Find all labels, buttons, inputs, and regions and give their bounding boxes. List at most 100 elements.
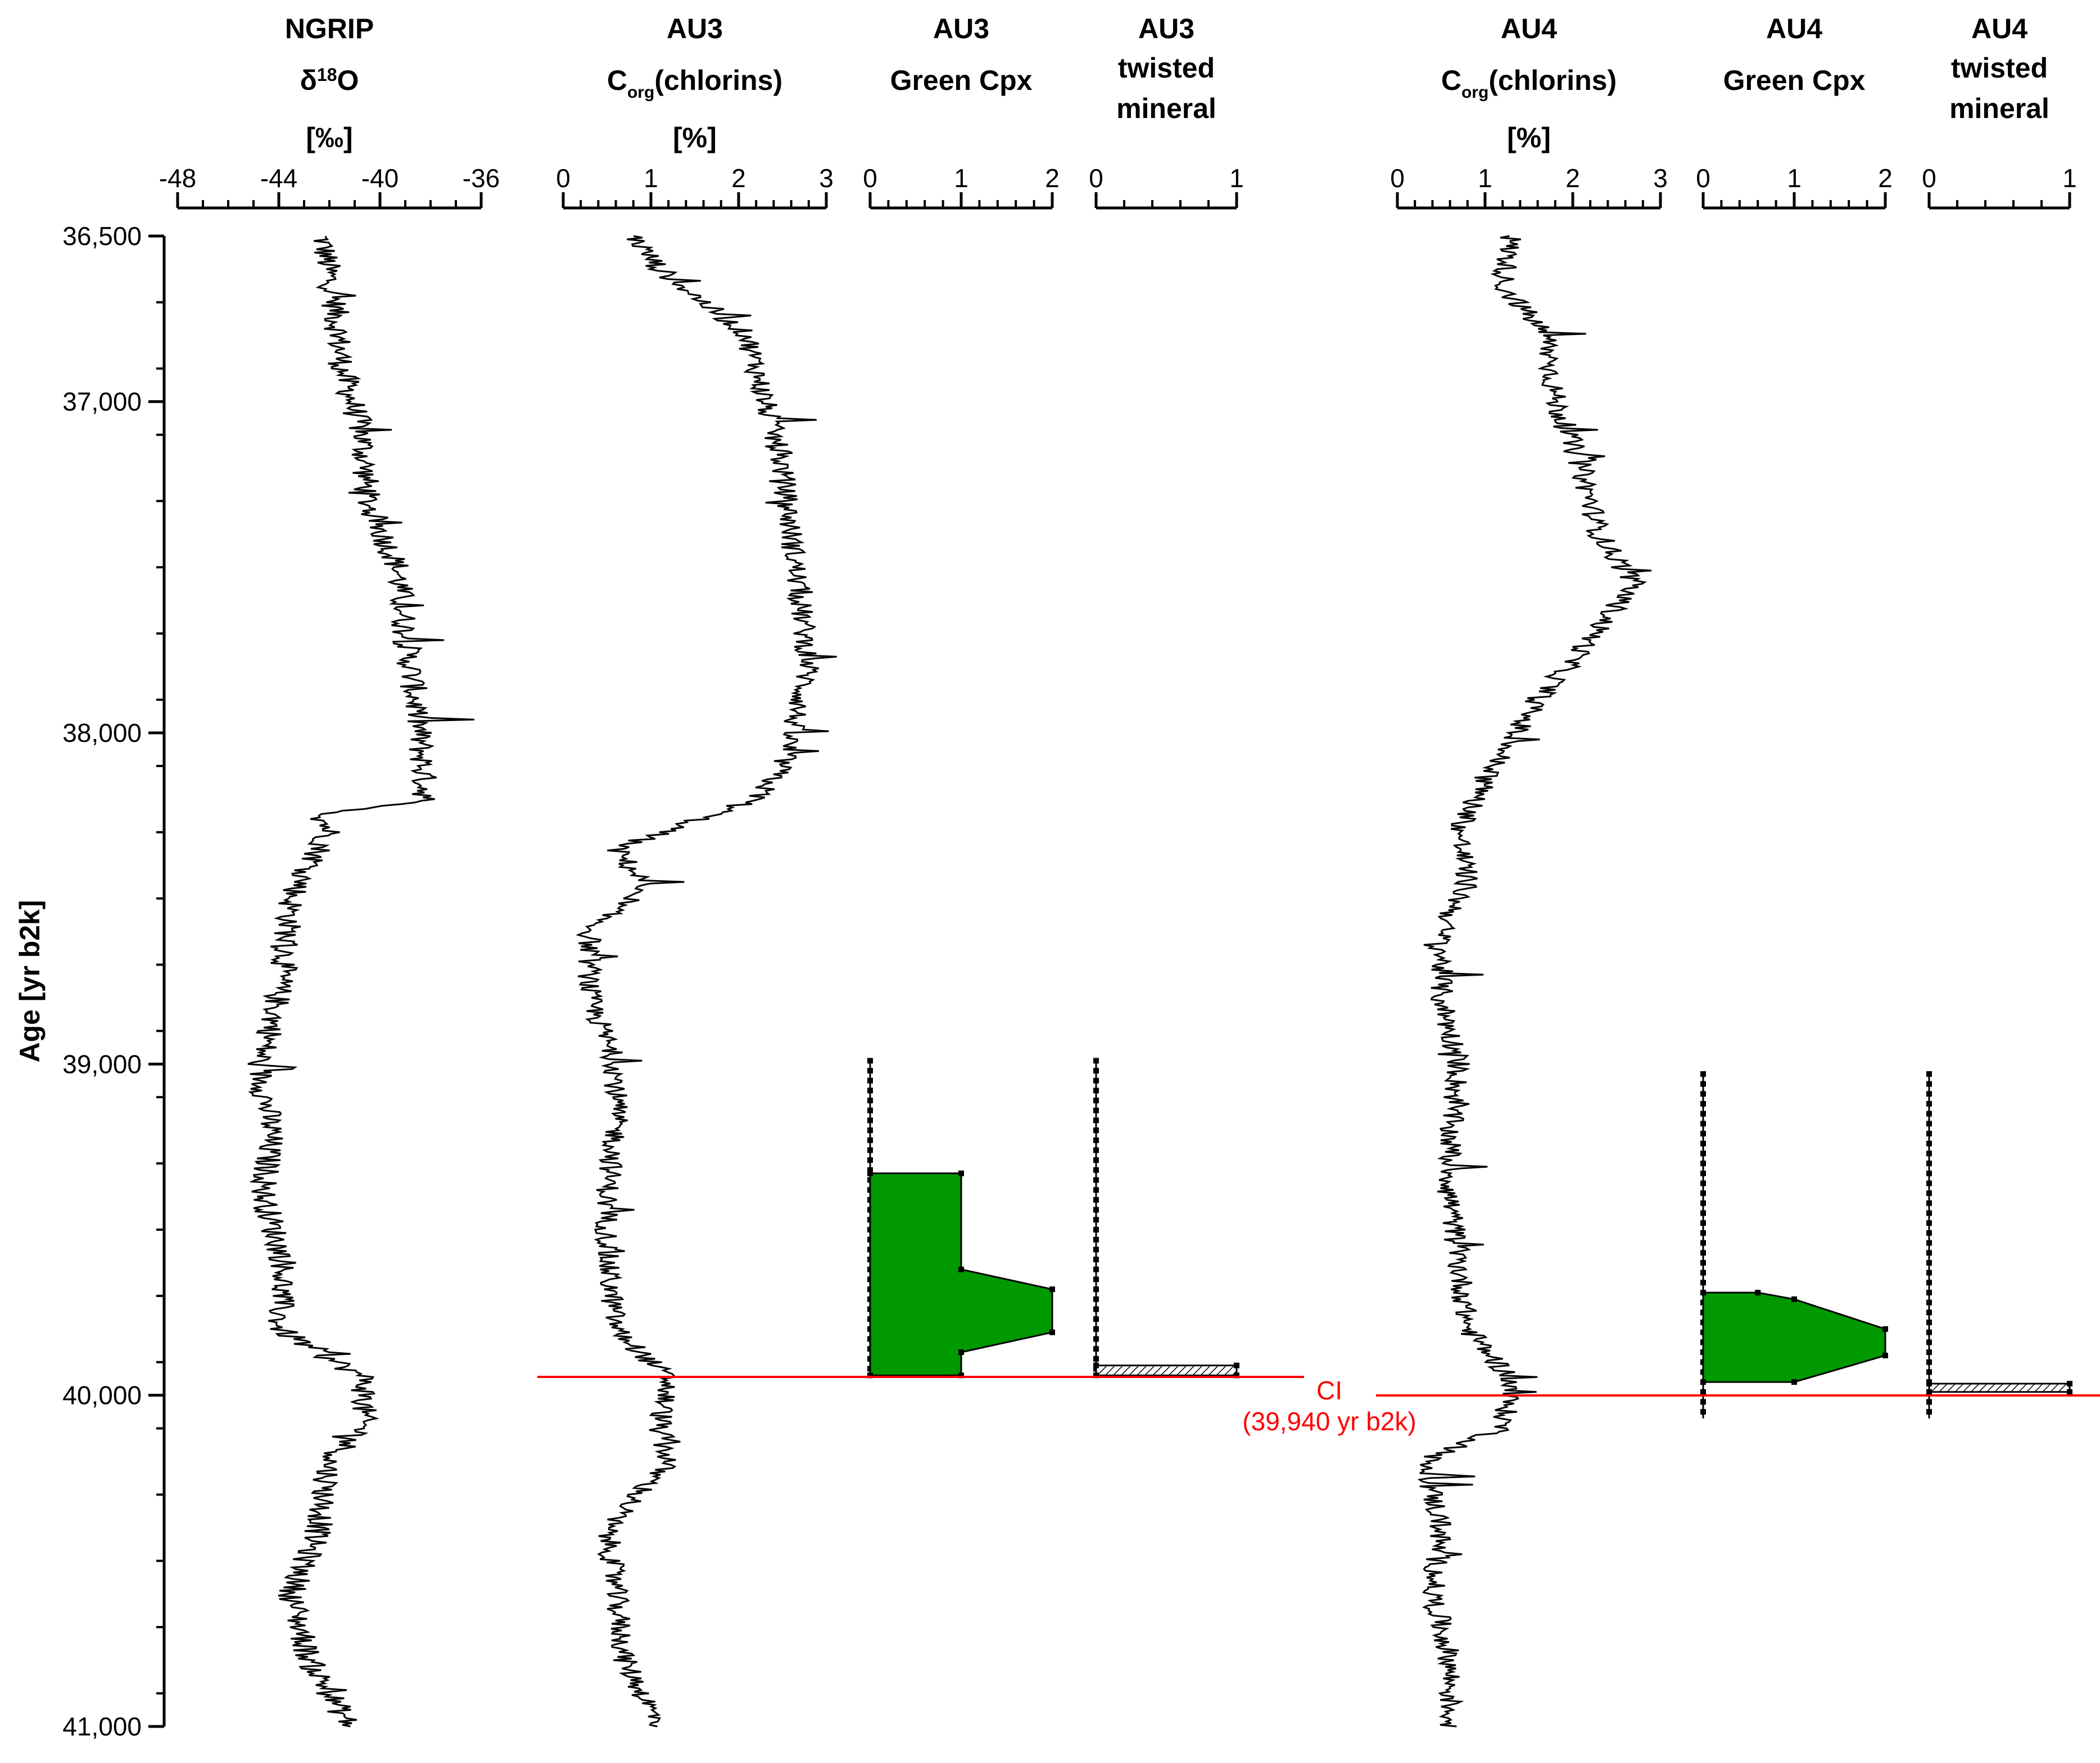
series-line bbox=[1417, 235, 1652, 1728]
sample-marker bbox=[1700, 1230, 1706, 1236]
sample-marker bbox=[1093, 1286, 1099, 1293]
area-vertex bbox=[1791, 1379, 1797, 1385]
sample-marker bbox=[1700, 1150, 1706, 1157]
sample-marker bbox=[1700, 1121, 1706, 1127]
sample-marker bbox=[867, 1167, 873, 1173]
track-au3-twisted-mineral: AU3 twisted mineral 0 1 bbox=[1089, 13, 1244, 1379]
x-tick-label: 0 bbox=[1922, 164, 1936, 193]
area-vertex bbox=[1234, 1362, 1239, 1368]
sample-marker bbox=[1700, 1240, 1706, 1246]
sample-marker bbox=[1093, 1197, 1099, 1203]
area-fill bbox=[1095, 1365, 1238, 1376]
sample-marker bbox=[1926, 1270, 1932, 1276]
x-tick-label: -44 bbox=[260, 164, 297, 193]
area-vertex bbox=[1882, 1326, 1888, 1332]
x-tick-label: 2 bbox=[1045, 164, 1060, 193]
track-header-line: AU3 bbox=[933, 13, 989, 44]
y-tick-label: 39,000 bbox=[62, 1049, 142, 1078]
sample-marker bbox=[1093, 1157, 1099, 1163]
sample-marker bbox=[1093, 1107, 1099, 1113]
sample-marker bbox=[1700, 1091, 1706, 1097]
y-tick-label: 41,000 bbox=[62, 1712, 142, 1741]
ci-label: CI bbox=[1316, 1376, 1342, 1405]
y-tick-label: 38,000 bbox=[62, 718, 142, 747]
sample-marker bbox=[1926, 1309, 1932, 1316]
sample-marker bbox=[867, 1157, 873, 1163]
track-au3-chlorins: AU3 Corg(chlorins) [%] 0 1 2 3 bbox=[556, 13, 837, 1728]
sample-marker bbox=[1926, 1339, 1932, 1345]
track-header-line: [%] bbox=[1507, 122, 1551, 153]
sample-marker bbox=[1926, 1299, 1932, 1306]
sample-marker bbox=[1926, 1220, 1932, 1226]
x-tick-label: 3 bbox=[1653, 164, 1668, 193]
sample-marker bbox=[1093, 1147, 1099, 1153]
sample-marker bbox=[1700, 1220, 1706, 1226]
series-line bbox=[576, 235, 837, 1728]
sample-marker bbox=[1926, 1289, 1932, 1295]
x-tick-label: 2 bbox=[1565, 164, 1580, 193]
x-tick-label: -40 bbox=[361, 164, 399, 193]
track-au3-green-cpx: AU3 Green Cpx 0 1 2 bbox=[863, 13, 1060, 1379]
y-axis-title: Age [yr b2k] bbox=[14, 900, 46, 1063]
sample-marker bbox=[867, 1098, 873, 1104]
series-line bbox=[247, 235, 474, 1728]
sample-marker bbox=[1093, 1077, 1099, 1084]
area-vertex bbox=[958, 1372, 964, 1379]
area-vertex bbox=[1093, 1362, 1099, 1368]
area-vertex bbox=[1093, 1372, 1099, 1379]
sample-marker bbox=[1093, 1217, 1099, 1223]
area-vertex bbox=[958, 1349, 964, 1356]
track-header-line: AU4 bbox=[1766, 13, 1822, 44]
sample-marker bbox=[1093, 1326, 1099, 1332]
x-tick-label: 1 bbox=[954, 164, 968, 193]
track-header-line: NGRIP bbox=[285, 13, 374, 44]
track-header-line: Green Cpx bbox=[1723, 65, 1866, 96]
superscript: 18 bbox=[317, 65, 337, 85]
sample-marker bbox=[1926, 1101, 1932, 1107]
sample-marker bbox=[1093, 1098, 1099, 1104]
sample-marker bbox=[1093, 1177, 1099, 1183]
sample-marker bbox=[867, 1068, 873, 1074]
sample-marker bbox=[1093, 1296, 1099, 1302]
sample-marker bbox=[1700, 1399, 1706, 1405]
sample-marker bbox=[1926, 1320, 1932, 1326]
area-fill bbox=[1928, 1383, 2071, 1393]
sample-marker bbox=[1926, 1359, 1932, 1365]
x-tick-label: 2 bbox=[1878, 164, 1893, 193]
sample-marker bbox=[1926, 1240, 1932, 1246]
sample-marker bbox=[1926, 1190, 1932, 1197]
sample-marker bbox=[1700, 1389, 1706, 1395]
x-tick-label: 0 bbox=[1089, 164, 1103, 193]
track-header-line: twisted bbox=[1951, 52, 2048, 84]
sample-marker bbox=[1093, 1127, 1099, 1134]
sample-marker bbox=[1093, 1117, 1099, 1123]
track-header-line: Corg(chlorins) bbox=[1441, 65, 1617, 102]
area-vertex bbox=[1049, 1286, 1055, 1293]
track-header-line: AU3 bbox=[667, 13, 723, 44]
sample-marker bbox=[1700, 1280, 1706, 1286]
sample-marker bbox=[1926, 1140, 1932, 1146]
sample-marker bbox=[1700, 1270, 1706, 1276]
sample-marker bbox=[1700, 1131, 1706, 1137]
sample-marker bbox=[1926, 1369, 1932, 1375]
header-text: (chlorins) bbox=[654, 65, 782, 96]
x-tick-label: 0 bbox=[863, 164, 877, 193]
area-vertex bbox=[958, 1170, 964, 1176]
sample-marker bbox=[1700, 1071, 1706, 1077]
sample-marker bbox=[1093, 1257, 1099, 1263]
sample-marker bbox=[1700, 1081, 1706, 1087]
sample-marker bbox=[1926, 1409, 1932, 1415]
sample-marker bbox=[1926, 1071, 1932, 1077]
sample-marker bbox=[1700, 1161, 1706, 1167]
track-header-line: AU3 bbox=[1138, 13, 1194, 44]
track-header-line: δ18O bbox=[300, 65, 359, 96]
x-tick-label: 1 bbox=[1787, 164, 1802, 193]
sample-marker bbox=[1093, 1316, 1099, 1322]
area-vertex bbox=[1700, 1289, 1706, 1295]
sample-marker bbox=[1926, 1259, 1932, 1266]
sample-marker bbox=[1700, 1180, 1706, 1186]
sample-marker bbox=[1926, 1329, 1932, 1335]
sample-marker bbox=[1700, 1409, 1706, 1415]
sample-marker bbox=[1700, 1111, 1706, 1117]
